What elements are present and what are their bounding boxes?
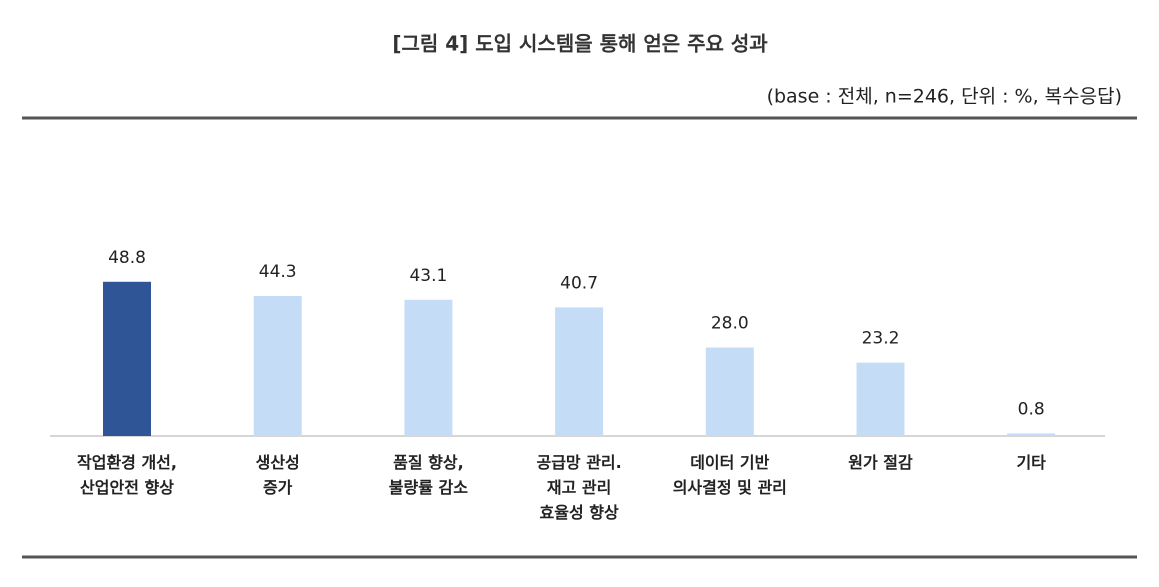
bar bbox=[103, 281, 151, 436]
chart-subtitle: (base : 전체, n=246, 단위 : %, 복수응답) bbox=[767, 86, 1122, 108]
bar bbox=[856, 362, 905, 436]
chart-title: [그림 4] 도입 시스템을 통해 얻은 주요 성과 bbox=[392, 32, 768, 56]
value-label: 40.7 bbox=[560, 273, 598, 293]
bar bbox=[253, 296, 302, 436]
bar bbox=[555, 307, 604, 436]
x-tick-label: 원가 절감 bbox=[848, 453, 913, 472]
bar bbox=[404, 299, 453, 436]
x-tick-label: 생산성 증가 bbox=[255, 453, 300, 497]
x-tick-label: 데이터 기반 의사결정 및 관리 bbox=[672, 453, 787, 497]
value-label: 23.2 bbox=[862, 329, 900, 349]
value-label: 0.8 bbox=[1018, 399, 1045, 419]
bar bbox=[705, 347, 754, 436]
bar bbox=[1007, 433, 1056, 436]
x-tick-label: 작업환경 개선, 산업안전 향상 bbox=[77, 453, 177, 497]
value-label: 44.3 bbox=[259, 262, 297, 282]
value-label: 28.0 bbox=[711, 314, 749, 334]
x-tick-label: 품질 향상, 불량률 감소 bbox=[388, 453, 468, 497]
x-tick-label: 기타 bbox=[1016, 453, 1046, 472]
value-label: 48.8 bbox=[108, 248, 146, 268]
x-tick-label: 공급망 관리. 재고 관리 효율성 향상 bbox=[536, 453, 622, 522]
value-label: 43.1 bbox=[409, 266, 447, 286]
